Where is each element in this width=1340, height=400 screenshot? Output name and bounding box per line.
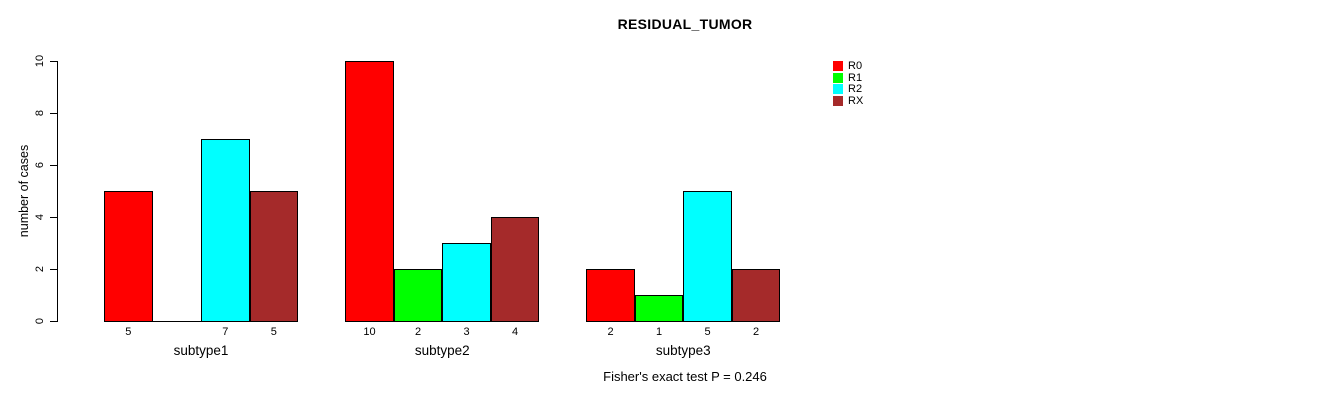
bar-R2-subtype1 (201, 139, 250, 322)
legend-label: R0 (848, 60, 863, 72)
bar-R0-subtype3 (586, 269, 635, 322)
bar-RX-subtype2 (490, 217, 540, 322)
legend-swatch-R0 (833, 61, 843, 71)
bar-value-label: 4 (511, 326, 519, 338)
y-tick-label: 6 (34, 161, 46, 169)
bar-value-label: 5 (125, 326, 132, 338)
legend-label: R1 (848, 71, 863, 84)
y-tick (50, 321, 57, 322)
y-tick (50, 113, 57, 114)
bar-value-label: 1 (655, 326, 663, 338)
category-label-subtype1: subtype1 (173, 343, 229, 358)
y-tick (50, 61, 57, 62)
y-tick (50, 165, 57, 166)
legend-label: RX (848, 95, 864, 108)
bar-RX-subtype3 (731, 269, 781, 322)
legend-swatch-R2 (833, 84, 843, 95)
y-tick (50, 269, 57, 270)
y-tick-label: 8 (34, 109, 46, 117)
legend-item-R0: R0 (833, 60, 862, 72)
y-axis-line (57, 61, 58, 322)
bar-R2-subtype3 (683, 191, 732, 322)
y-tick-label: 10 (34, 54, 46, 68)
y-tick-label: 0 (34, 317, 46, 325)
category-label-subtype2: subtype2 (414, 343, 470, 358)
bar-value-label: 2 (752, 326, 760, 338)
y-axis-label: number of cases (17, 144, 31, 238)
annotation-text: Fisher's exact test P = 0.246 (603, 369, 767, 384)
bar-R2-subtype2 (442, 243, 491, 322)
legend-item-R1: R1 (833, 72, 862, 84)
legend-label: R2 (848, 83, 863, 96)
legend-swatch-R1 (833, 72, 843, 83)
bar-R1-subtype2 (393, 269, 443, 322)
chart-title: RESIDUAL_TUMOR (617, 16, 753, 32)
legend-swatch-RX (833, 96, 843, 107)
bar-R1-subtype3 (634, 295, 684, 322)
bar-RX-subtype1 (249, 191, 298, 322)
y-tick-label: 2 (34, 265, 46, 273)
bar-value-label: 5 (704, 326, 711, 338)
legend-item-RX: RX (833, 95, 863, 107)
bar-R0-subtype1 (104, 191, 153, 322)
legend-item-R2: R2 (833, 83, 862, 95)
bar-R1-subtype1 (152, 321, 201, 322)
bar-value-label: 2 (607, 326, 614, 338)
bar-value-label: 3 (463, 326, 470, 338)
y-tick-label: 4 (34, 213, 46, 221)
bar-R0-subtype2 (345, 61, 394, 322)
bar-value-label: 2 (414, 326, 422, 338)
category-label-subtype3: subtype3 (655, 343, 711, 358)
bar-value-label: 7 (222, 326, 229, 338)
bar-value-label: 10 (363, 326, 376, 338)
y-tick (50, 217, 57, 218)
bar-value-label: 5 (270, 326, 277, 338)
